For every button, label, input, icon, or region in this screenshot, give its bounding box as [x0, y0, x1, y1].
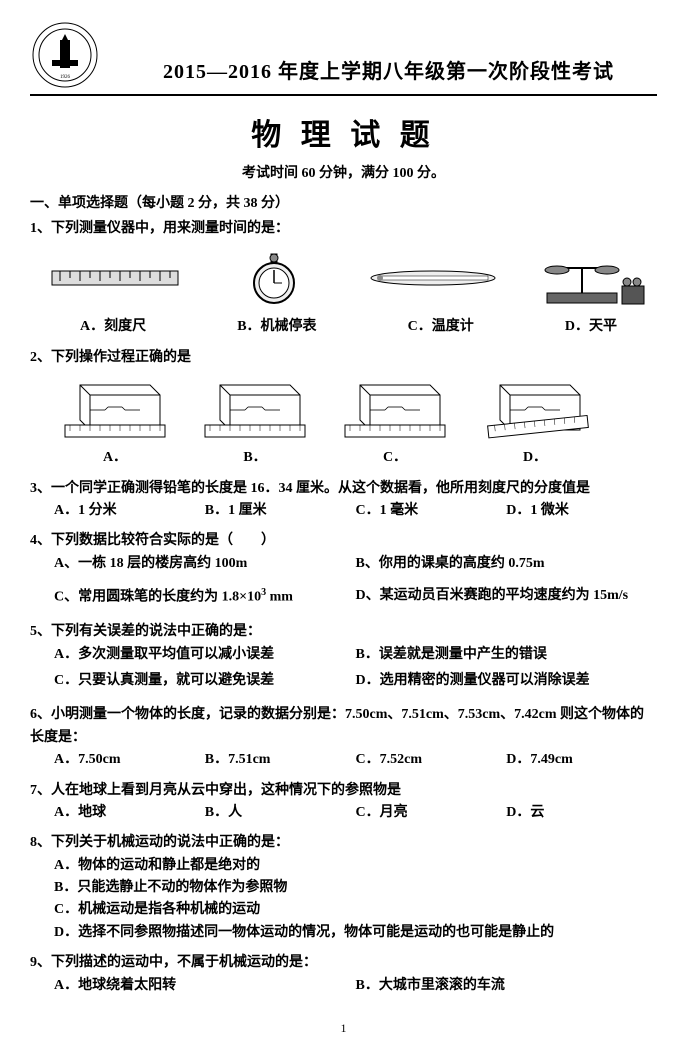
q7-options: A．地球 B．人 C．月亮 D．云 — [30, 802, 657, 824]
measure-box-d-icon — [480, 375, 590, 445]
section-1-heading: 一、单项选择题（每小题 2 分，共 38 分） — [30, 192, 657, 212]
q7-optB: B．人 — [205, 802, 356, 824]
q6-text: 6、小明测量一个物体的长度，记录的数据分别是：7.50cm、7.51cm、7.5… — [30, 704, 657, 749]
page-number: 1 — [30, 1021, 657, 1036]
svg-text:1926: 1926 — [60, 75, 71, 80]
thermometer-icon — [368, 248, 498, 308]
q4-text: 4、下列数据比较符合实际的是（ ） — [30, 530, 657, 552]
q7-optC: C．月亮 — [356, 802, 507, 824]
q1-options: A．刻度尺 B．机械停表 C．温度计 D．天平 — [30, 316, 657, 338]
q6-options: A．7.50cm B．7.51cm C．7.52cm D．7.49cm — [30, 749, 657, 771]
q2-labC: C． — [340, 447, 450, 469]
q9-optA: A．地球绕着太阳转 — [54, 975, 356, 997]
q4-optD: D、某运动员百米赛跑的平均速度约为 15m/s — [356, 585, 658, 609]
measure-box-a-icon — [60, 375, 170, 445]
q5-optA: A．多次测量取平均值可以减小误差 — [54, 644, 356, 666]
q5-optB: B．误差就是测量中产生的错误 — [356, 644, 658, 666]
q2-labA: A． — [60, 447, 170, 469]
question-7: 7、人在地球上看到月亮从云中穿出，这种情况下的参照物是 A．地球 B．人 C．月… — [30, 780, 657, 825]
ruler-icon — [50, 248, 180, 308]
q1-images — [50, 248, 657, 308]
q4-optA: A、一栋 18 层的楼房高约 100m — [54, 553, 356, 575]
question-4: 4、下列数据比较符合实际的是（ ） A、一栋 18 层的楼房高约 100m B、… — [30, 530, 657, 613]
q6-optB: B．7.51cm — [205, 749, 356, 771]
balance-icon — [527, 248, 657, 308]
measure-box-b-icon — [200, 375, 310, 445]
q7-text: 7、人在地球上看到月亮从云中穿出，这种情况下的参照物是 — [30, 780, 657, 802]
question-6: 6、小明测量一个物体的长度，记录的数据分别是：7.50cm、7.51cm、7.5… — [30, 704, 657, 771]
q6-optD: D．7.49cm — [506, 749, 657, 771]
q4-optB: B、你用的课桌的高度约 0.75m — [356, 553, 658, 575]
q4-options-row1: A、一栋 18 层的楼房高约 100m B、你用的课桌的高度约 0.75m — [30, 553, 657, 579]
measure-box-c-icon — [340, 375, 450, 445]
question-3: 3、一个同学正确测得铅笔的长度是 16．34 厘米。从这个数据看，他所用刻度尺的… — [30, 478, 657, 523]
q4-options-row2: C、常用圆珠笔的长度约为 1.8×103 mm D、某运动员百米赛跑的平均速度约… — [30, 585, 657, 613]
q9-options: A．地球绕着太阳转 B．大城市里滚滚的车流 — [30, 975, 657, 1001]
q8-optB: B．只能选静止不动的物体作为参照物 — [30, 877, 657, 899]
school-logo: 1926 — [30, 20, 100, 90]
question-9: 9、下列描述的运动中，不属于机械运动的是： A．地球绕着太阳转 B．大城市里滚滚… — [30, 952, 657, 1001]
q8-text: 8、下列关于机械运动的说法中正确的是： — [30, 832, 657, 854]
q2-labB: B． — [200, 447, 310, 469]
header: 1926 2015—2016 年度上学期八年级第一次阶段性考试 — [30, 20, 657, 96]
q1-optB: B．机械停表 — [237, 316, 316, 338]
q3-optC: C．1 毫米 — [356, 500, 507, 522]
q2-labels: A． B． C． D． — [60, 447, 657, 469]
q1-optA: A．刻度尺 — [80, 316, 146, 338]
q4-optC: C、常用圆珠笔的长度约为 1.8×103 mm — [54, 585, 356, 609]
q8-optC: C．机械运动是指各种机械的运动 — [30, 899, 657, 921]
q7-optD: D．云 — [506, 802, 657, 824]
q6-optA: A．7.50cm — [54, 749, 205, 771]
q9-text: 9、下列描述的运动中，不属于机械运动的是： — [30, 952, 657, 974]
q7-optA: A．地球 — [54, 802, 205, 824]
question-1: 1、下列测量仪器中，用来测量时间的是： A．刻度尺 B．机械停表 C．温度计 D… — [30, 218, 657, 339]
q3-options: A．1 分米 B．1 厘米 C．1 毫米 D．1 微米 — [30, 500, 657, 522]
q8-optD: D．选择不同参照物描述同一物体运动的情况，物体可能是运动的也可能是静止的 — [30, 922, 657, 944]
q5-optC: C．只要认真测量，就可以避免误差 — [54, 670, 356, 692]
q1-text: 1、下列测量仪器中，用来测量时间的是： — [30, 221, 289, 236]
q3-optD: D．1 微米 — [506, 500, 657, 522]
exam-subject-title: 物 理 试 题 — [30, 110, 657, 154]
q5-text: 5、下列有关误差的说法中正确的是： — [30, 621, 657, 643]
q8-optA: A．物体的运动和静止都是绝对的 — [30, 855, 657, 877]
q1-optD: D．天平 — [565, 316, 617, 338]
q2-images — [60, 375, 657, 445]
question-2: 2、下列操作过程正确的是 A． B． C． D． — [30, 347, 657, 470]
q3-optB: B．1 厘米 — [205, 500, 356, 522]
q1-optC: C．温度计 — [408, 316, 474, 338]
question-8: 8、下列关于机械运动的说法中正确的是： A．物体的运动和静止都是绝对的 B．只能… — [30, 832, 657, 944]
q5-options: A．多次测量取平均值可以减小误差 B．误差就是测量中产生的错误 C．只要认真测量… — [30, 644, 657, 697]
q9-optB: B．大城市里滚滚的车流 — [356, 975, 658, 997]
exam-info: 考试时间 60 分钟，满分 100 分。 — [30, 162, 657, 182]
q6-optC: C．7.52cm — [356, 749, 507, 771]
q2-text: 2、下列操作过程正确的是 — [30, 350, 191, 365]
q2-labD: D． — [480, 447, 590, 469]
q5-optD: D．选用精密的测量仪器可以消除误差 — [356, 670, 658, 692]
stopwatch-icon — [209, 248, 339, 308]
q3-text: 3、一个同学正确测得铅笔的长度是 16．34 厘米。从这个数据看，他所用刻度尺的… — [30, 478, 657, 500]
exam-period-title: 2015—2016 年度上学期八年级第一次阶段性考试 — [120, 55, 657, 90]
question-5: 5、下列有关误差的说法中正确的是： A．多次测量取平均值可以减小误差 B．误差就… — [30, 621, 657, 696]
q3-optA: A．1 分米 — [54, 500, 205, 522]
